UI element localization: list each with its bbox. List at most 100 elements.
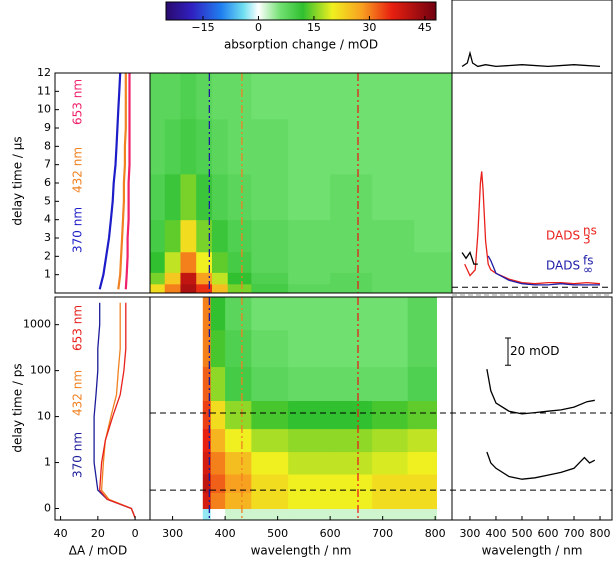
y-tick-label: 8 bbox=[44, 139, 51, 152]
heatmap-cell bbox=[225, 451, 252, 475]
heatmap-cell bbox=[196, 173, 213, 221]
heatmap-cell bbox=[330, 118, 373, 175]
kinetic-trace bbox=[99, 302, 136, 518]
y-tick-label: 10 bbox=[37, 103, 51, 116]
kinetic-trace bbox=[117, 73, 127, 290]
heatmap-cell bbox=[227, 219, 252, 253]
heatmap-cell bbox=[211, 219, 229, 253]
heatmap-cell bbox=[150, 283, 166, 294]
heatmap-cell bbox=[372, 118, 415, 175]
heatmap-cell bbox=[180, 283, 197, 294]
heatmap-cell bbox=[288, 272, 331, 285]
heatmap-cell bbox=[210, 297, 226, 331]
heatmap-cell bbox=[372, 272, 415, 285]
heatmap-cell bbox=[414, 118, 453, 175]
heatmap-cell bbox=[251, 251, 289, 273]
heatmap-cell bbox=[330, 329, 373, 368]
heatmap-cell bbox=[164, 251, 181, 273]
heatmap-cell bbox=[251, 272, 289, 285]
x-tick-label: 300 bbox=[459, 527, 480, 540]
heatmap-cell bbox=[330, 492, 373, 510]
heatmap-cell bbox=[288, 474, 331, 493]
trace-label: 370 nm bbox=[71, 432, 85, 478]
heatmap-cell bbox=[330, 219, 373, 253]
heatmap-cell bbox=[227, 272, 252, 285]
colorbar-title: absorption change / mOD bbox=[224, 38, 378, 52]
heatmap-cell bbox=[150, 251, 166, 273]
y-tick-label: 9 bbox=[44, 121, 51, 134]
heatmap-cell bbox=[210, 366, 226, 402]
x-tick-label: 700 bbox=[564, 527, 585, 540]
heatmap-cell bbox=[407, 366, 438, 402]
heatmap-cell bbox=[288, 297, 331, 331]
y-tick-label: 4 bbox=[44, 213, 51, 226]
heatmap-cell bbox=[180, 173, 197, 221]
x-tick-label: 600 bbox=[538, 527, 559, 540]
heatmap-cell bbox=[210, 474, 226, 493]
heatmap-cell bbox=[407, 297, 438, 331]
heatmap-cell bbox=[251, 428, 289, 453]
heatmap-cell bbox=[150, 272, 166, 285]
heatmap-cell bbox=[164, 219, 181, 253]
x-tick-label: 400 bbox=[215, 527, 236, 540]
panel-frame bbox=[451, 0, 613, 74]
heatmap-cell bbox=[210, 428, 226, 453]
heatmap-cell bbox=[227, 251, 252, 273]
trace-label: 370 nm bbox=[71, 207, 85, 253]
heatmap-cell bbox=[251, 400, 289, 430]
heatmap-cell bbox=[330, 508, 373, 521]
heatmap-cell bbox=[330, 173, 373, 221]
heatmap-cell bbox=[330, 272, 373, 285]
legend-sub: ∞ bbox=[583, 263, 593, 277]
heatmap-cell bbox=[164, 73, 181, 120]
scale-bar bbox=[505, 337, 511, 366]
heatmap-cell bbox=[330, 366, 373, 402]
heatmap-cell bbox=[225, 366, 252, 402]
y-tick-label: 0 bbox=[44, 502, 51, 515]
heatmap-cell bbox=[288, 366, 331, 402]
kinetic-trace bbox=[100, 302, 136, 518]
legend-sup: fs bbox=[583, 254, 593, 268]
panel-frame bbox=[451, 296, 613, 521]
heatmap-cell bbox=[251, 451, 289, 475]
heatmap-cell bbox=[251, 118, 289, 175]
heatmap-cell bbox=[202, 474, 212, 493]
heatmap-cell bbox=[288, 173, 331, 221]
heatmap-cell bbox=[414, 73, 453, 120]
spectrum bbox=[464, 171, 601, 285]
heatmap-cell bbox=[251, 492, 289, 510]
heatmap-cell bbox=[196, 283, 213, 294]
colorbar-tick-label: 30 bbox=[362, 21, 376, 34]
heatmap-cell bbox=[372, 297, 409, 331]
heatmap-cell bbox=[164, 272, 181, 285]
heatmap-cell bbox=[164, 173, 181, 221]
heatmap-cell bbox=[288, 73, 331, 120]
heatmap-cell bbox=[225, 508, 252, 521]
heatmap-cell bbox=[164, 118, 181, 175]
heatmap-cell bbox=[288, 219, 331, 253]
legend-sup: ns bbox=[583, 224, 597, 238]
heatmap-cell bbox=[330, 283, 373, 294]
heatmap-cell bbox=[210, 329, 226, 368]
spectrum bbox=[461, 251, 478, 265]
heatmap-cell bbox=[288, 329, 331, 368]
trace-label: 653 nm bbox=[71, 79, 85, 125]
heatmap-cell bbox=[372, 283, 415, 294]
heatmap-cell bbox=[372, 400, 409, 430]
heatmap-cell bbox=[251, 329, 289, 368]
heatmap-cell bbox=[227, 118, 252, 175]
x-tick-label: 800 bbox=[590, 527, 611, 540]
heatmap-cell bbox=[251, 297, 289, 331]
heatmap-cell bbox=[372, 173, 415, 221]
x-tick-label: 300 bbox=[162, 527, 183, 540]
heatmap-cell bbox=[330, 297, 373, 331]
colorbar-tick-label: 45 bbox=[418, 21, 432, 34]
heatmap-cell bbox=[196, 73, 213, 120]
heatmap-cell bbox=[225, 492, 252, 510]
heatmap-cell bbox=[330, 251, 373, 273]
heatmap-cell bbox=[180, 118, 197, 175]
heatmap-cell bbox=[211, 73, 229, 120]
spectrum bbox=[487, 255, 600, 286]
heatmap-cell bbox=[372, 366, 409, 402]
x-tick-label: 800 bbox=[425, 527, 446, 540]
